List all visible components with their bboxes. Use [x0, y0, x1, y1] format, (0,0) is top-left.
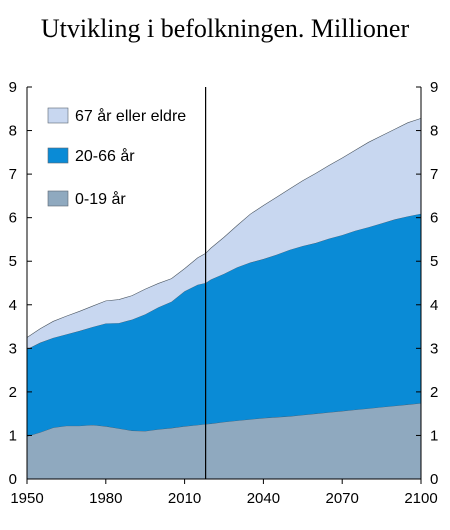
axes-group [26, 86, 422, 484]
legend-label: 67 år eller eldre [75, 107, 186, 125]
area-series-3 [27, 118, 421, 350]
x-tick-label: 1980 [89, 490, 122, 507]
x-tick-label: 2010 [168, 490, 201, 507]
x-tick-label: 2100 [404, 490, 437, 507]
y-tick-label-right: 1 [430, 427, 438, 444]
y-tick-label-left: 5 [9, 253, 17, 270]
y-tick-label-left: 4 [9, 297, 17, 314]
area-series-group [26, 118, 422, 479]
legend-label: 0-19 år [75, 190, 126, 208]
y-tick-label-right: 6 [430, 210, 438, 227]
y-tick-label-right: 4 [430, 297, 438, 314]
legend-swatch [47, 107, 69, 124]
y-tick-label-right: 8 [430, 123, 438, 140]
y-tick-label-left: 9 [9, 79, 17, 96]
y-tick-label-left: 2 [9, 384, 17, 401]
x-tick-label: 2070 [326, 490, 359, 507]
legend: 67 år eller eldre 20-66 år 0-19 år [47, 107, 186, 208]
y-tick-label-left: 8 [9, 123, 17, 140]
y-tick-label-right: 0 [430, 471, 438, 488]
legend-label: 20-66 år [75, 147, 135, 165]
x-tick-label: 1950 [10, 490, 43, 507]
y-tick-label-left: 1 [9, 427, 17, 444]
area-boundary-3 [26, 118, 422, 338]
x-tick-label: 2040 [247, 490, 280, 507]
chart-title: Utvikling i befolkningen. Millioner [40, 14, 410, 43]
y-tick-label-right: 9 [430, 79, 438, 96]
y-tick-label-left: 0 [9, 471, 17, 488]
legend-swatch [47, 190, 69, 207]
y-tick-label-right: 7 [430, 166, 438, 183]
legend-swatch [47, 147, 69, 164]
y-tick-label-left: 7 [9, 166, 17, 183]
y-tick-label-right: 3 [430, 340, 438, 357]
y-tick-label-right: 2 [430, 384, 438, 401]
area-series-1 [27, 403, 421, 479]
tick-labels-group: 0 0 1 1 2 2 3 3 4 4 5 5 6 6 7 7 8 8 9 9 1950 1980 2010 2040 2070… [9, 79, 439, 507]
y-tick-label-right: 5 [430, 253, 438, 270]
area-series-2 [27, 213, 421, 437]
y-tick-label-left: 3 [9, 340, 17, 357]
y-tick-label-left: 6 [9, 210, 17, 227]
